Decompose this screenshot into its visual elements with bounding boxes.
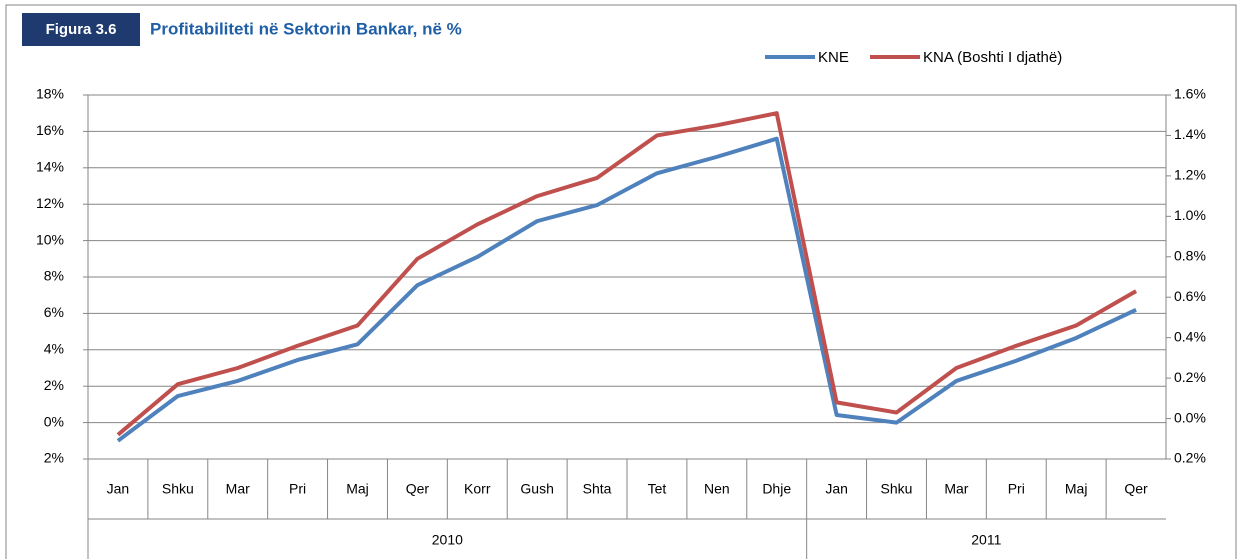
y2-tick-label: 1.2%: [1174, 167, 1206, 183]
y-tick-label: 8%: [44, 268, 64, 284]
x-tick-label: Pri: [1008, 481, 1025, 497]
x-tick-label: Jan: [107, 481, 130, 497]
y2-tick-label: 0.8%: [1174, 247, 1206, 263]
y-tick-label: 10%: [36, 231, 64, 247]
y-tick-label: 16%: [36, 122, 64, 138]
legend-label: KNE: [818, 49, 849, 66]
x-tick-label: Qer: [1124, 481, 1148, 497]
y2-tick-label: 0.6%: [1174, 288, 1206, 304]
y2-tick-label: 1.4%: [1174, 126, 1206, 142]
x-tick-label: Korr: [464, 481, 491, 497]
x-tick-label: Pri: [289, 481, 306, 497]
legend-label: KNA (Boshti I djathë): [923, 49, 1062, 66]
x-tick-label: Gush: [520, 481, 553, 497]
figure-label: Figura 3.6: [46, 21, 117, 38]
legend: KNE KNA (Boshti I djathë): [765, 49, 1062, 66]
x-tick-label: Maj: [1065, 481, 1088, 497]
y-tick-label: 2%: [44, 450, 64, 466]
y-tick-label: 6%: [44, 304, 64, 320]
y-tick-label: 18%: [36, 86, 64, 102]
y-tick-label: 14%: [36, 159, 64, 175]
x-group-label: 2011: [971, 532, 1001, 548]
y2-tick-label: 0.2%: [1174, 369, 1206, 385]
series-line: [116, 111, 1138, 437]
series-line: [116, 136, 1137, 443]
x-tick-label: Maj: [346, 481, 369, 497]
figure-label-box: [22, 13, 140, 46]
x-tick-label: Mar: [944, 481, 968, 497]
x-tick-label: Mar: [226, 481, 250, 497]
y2-tick-label: 0.2%: [1174, 450, 1206, 466]
x-tick-label: Shku: [881, 481, 913, 497]
frame: [5, 4, 1237, 559]
y2-tick-label: 1.6%: [1174, 86, 1206, 102]
x-tick-label: Tet: [648, 481, 667, 497]
y2-tick-label: 1.0%: [1174, 207, 1206, 223]
x-group-label: 2010: [432, 532, 463, 548]
x-tick-label: Dhje: [762, 481, 791, 497]
y-tick-label: 0%: [44, 413, 64, 429]
x-tick-label: Qer: [406, 481, 430, 497]
x-tick-label: Nen: [704, 481, 730, 497]
x-tick-label: Jan: [825, 481, 848, 497]
x-tick-label: Shta: [583, 481, 612, 497]
x-tick-label: Shku: [162, 481, 194, 497]
y-tick-label: 4%: [44, 341, 64, 357]
y-tick-label: 12%: [36, 195, 64, 211]
y-tick-label: 2%: [44, 377, 64, 393]
y2-tick-label: 0.0%: [1174, 409, 1206, 425]
y2-tick-label: 0.4%: [1174, 328, 1206, 344]
chart-title: Profitabiliteti në Sektorin Bankar, në %: [150, 19, 462, 38]
